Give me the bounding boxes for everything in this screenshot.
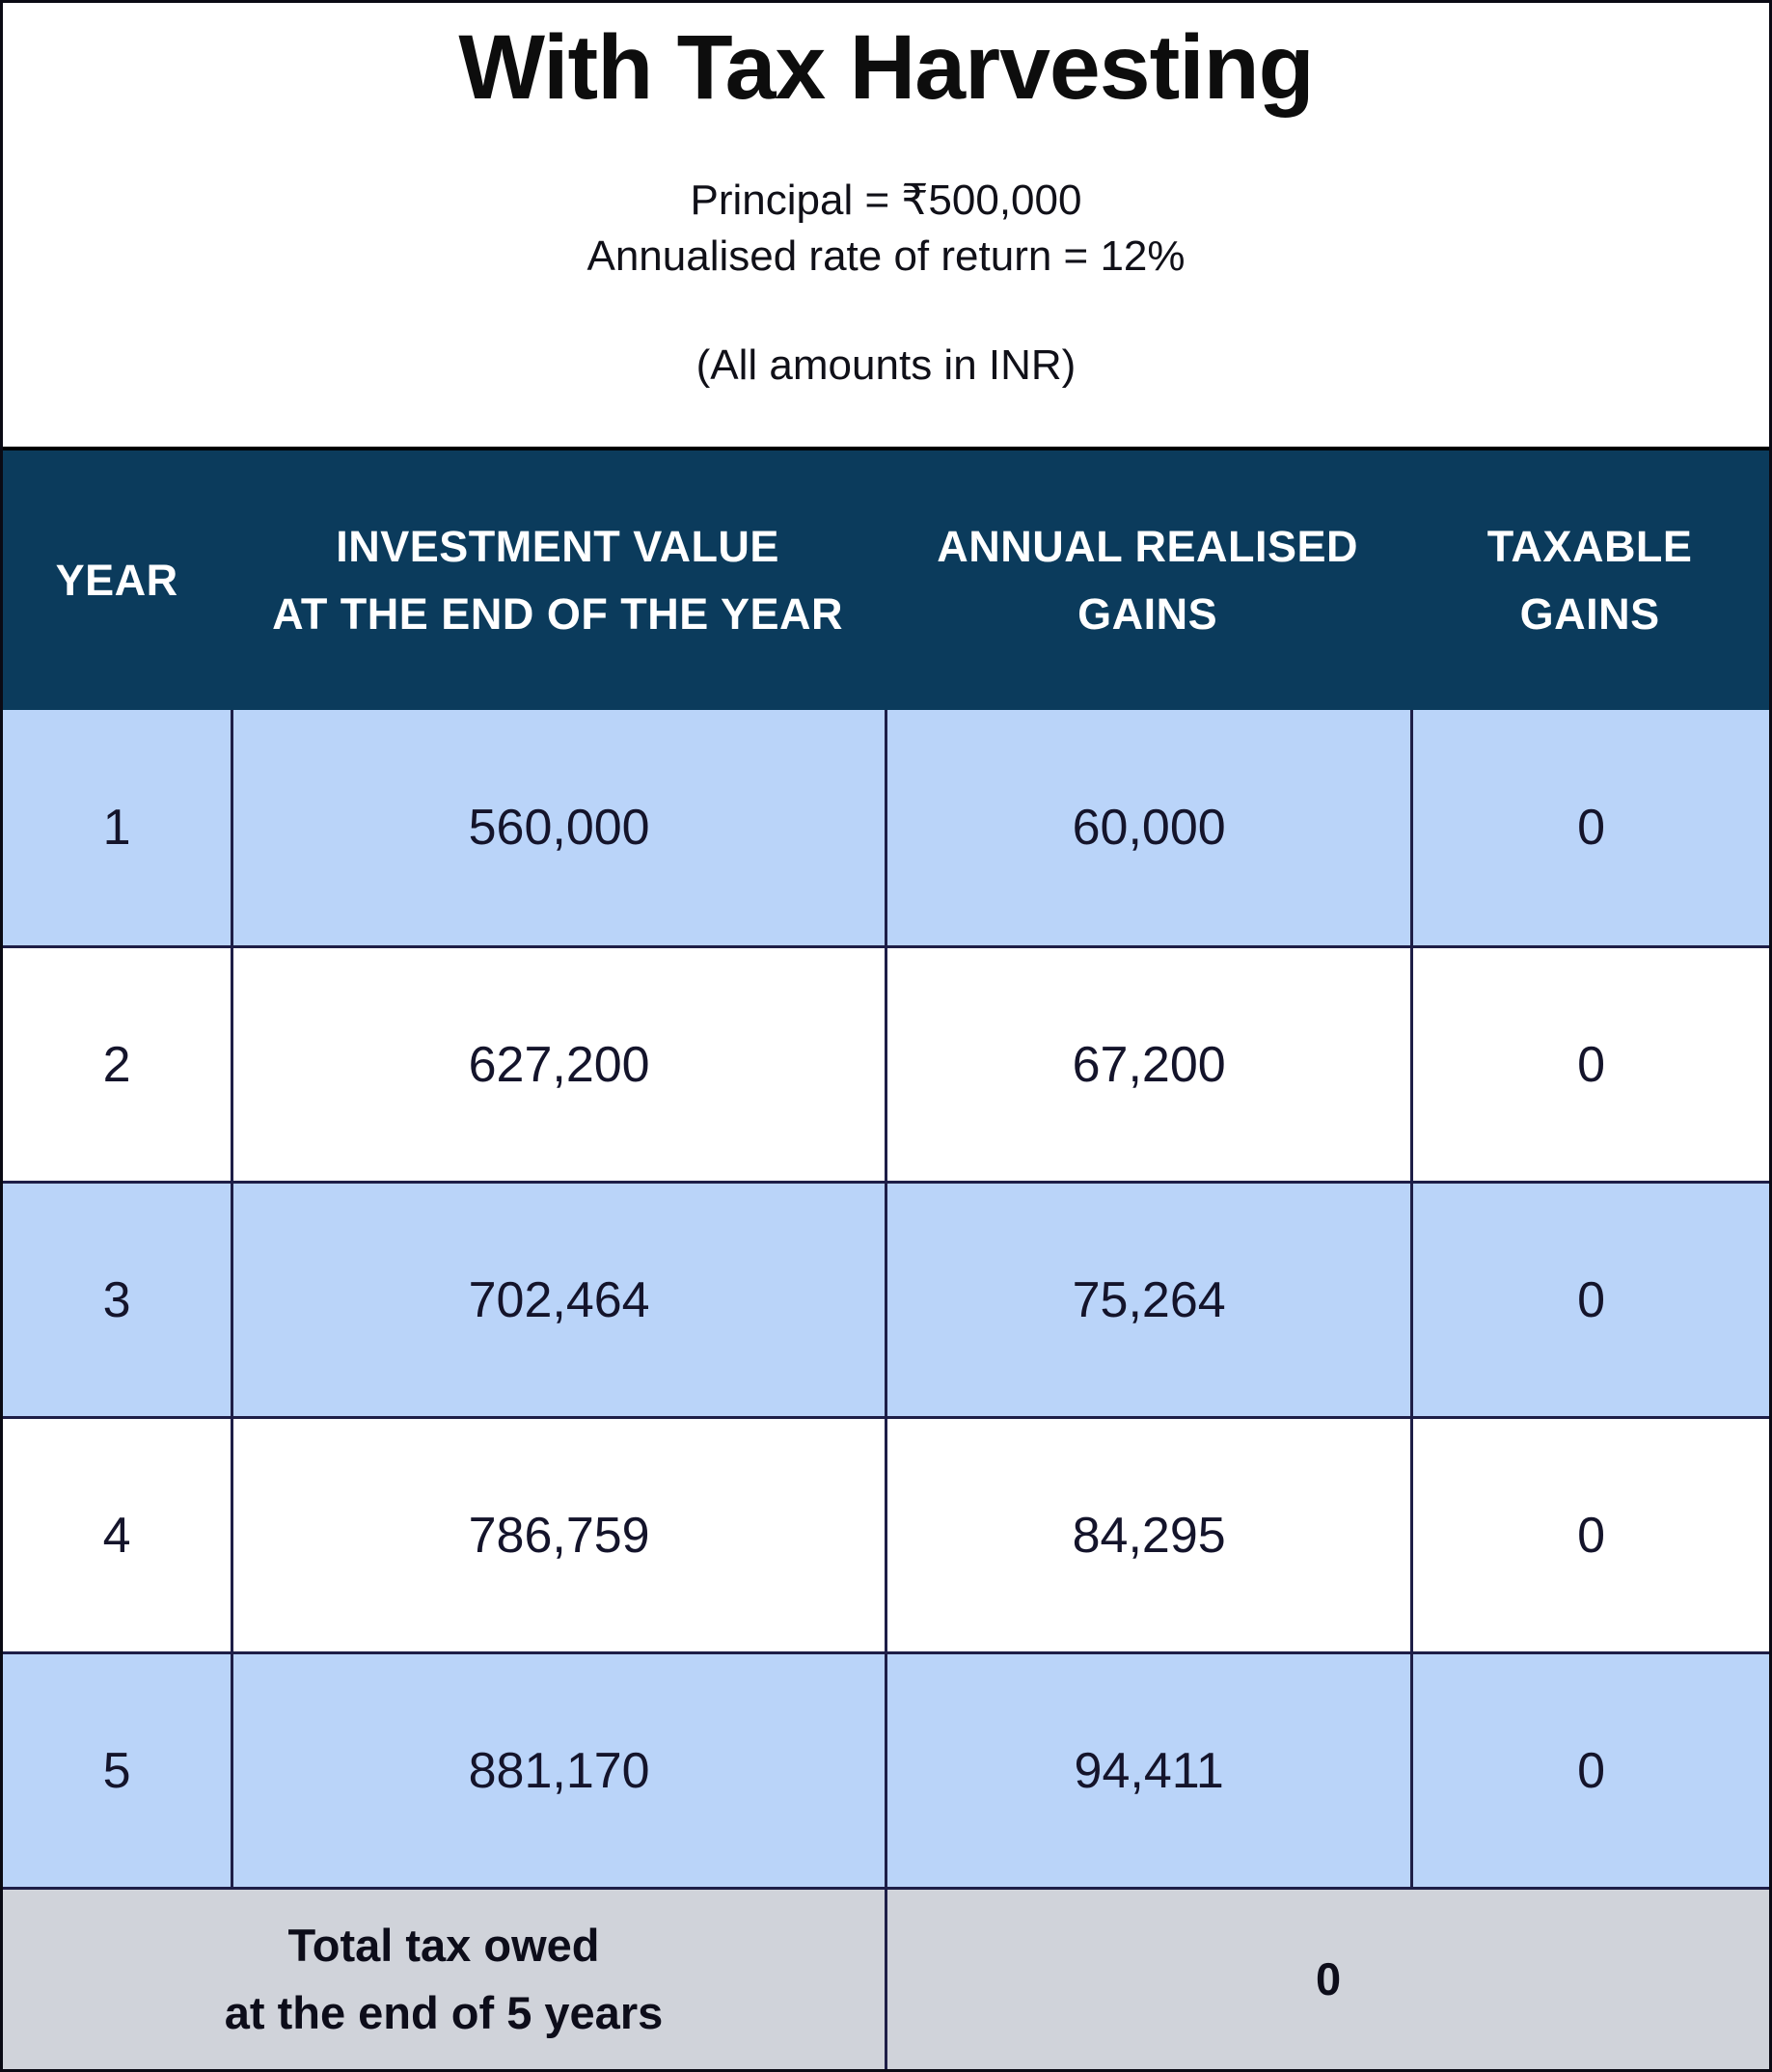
realised-gains-cell: 94,411 — [885, 1654, 1410, 1887]
table-row-year-4: 4 786,759 84,295 0 — [3, 1416, 1769, 1651]
column-header-annual-realised-gains: ANNUAL REALISED GAINS — [937, 521, 1358, 639]
year-cell: 3 — [102, 1271, 131, 1328]
column-header-year: YEAR — [55, 555, 178, 605]
rate-of-return-line: Annualised rate of return = 12% — [586, 232, 1186, 281]
table-header-row: YEAR INVESTMENT VALUE AT THE END OF THE … — [3, 447, 1769, 710]
investment-value-cell: 881,170 — [231, 1654, 885, 1887]
year-cell: 4 — [102, 1507, 131, 1564]
taxable-gains-cell: 0 — [1410, 1184, 1769, 1416]
year-cell: 5 — [102, 1742, 131, 1799]
realised-gains-cell: 84,295 — [885, 1419, 1410, 1651]
realised-gains-cell: 67,200 — [885, 948, 1410, 1181]
year-cell: 2 — [102, 1036, 131, 1093]
taxable-gains-cell: 0 — [1410, 710, 1769, 945]
column-header-investment-value: INVESTMENT VALUE AT THE END OF THE YEAR — [272, 521, 844, 639]
realised-gains-cell: 60,000 — [885, 710, 1410, 945]
total-tax-value: 0 — [885, 1890, 1769, 2069]
investment-value-cell: 627,200 — [231, 948, 885, 1181]
table-row-year-3: 3 702,464 75,264 0 — [3, 1181, 1769, 1416]
table-row-year-5: 5 881,170 94,411 0 — [3, 1651, 1769, 1887]
year-cell: 1 — [102, 800, 131, 856]
total-tax-label: Total tax owed at the end of 5 years — [224, 1919, 664, 2039]
table-row-year-2: 2 627,200 67,200 0 — [3, 945, 1769, 1181]
column-header-taxable-gains: TAXABLE GAINS — [1486, 521, 1693, 639]
taxable-gains-cell: 0 — [1410, 948, 1769, 1181]
currency-note: (All amounts in INR) — [695, 341, 1077, 389]
total-tax-row: Total tax owed at the end of 5 years 0 — [3, 1887, 1769, 2069]
investment-value-cell: 786,759 — [231, 1419, 885, 1651]
taxable-gains-cell: 0 — [1410, 1419, 1769, 1651]
page-title: With Tax Harvesting — [458, 16, 1314, 119]
assumptions-block: Principal = ₹500,000 Annualised rate of … — [3, 173, 1769, 285]
realised-gains-cell: 75,264 — [885, 1184, 1410, 1416]
title-section: With Tax Harvesting Principal = ₹500,000… — [3, 3, 1769, 447]
investment-value-cell: 702,464 — [231, 1184, 885, 1416]
table-row-year-1: 1 560,000 60,000 0 — [3, 710, 1769, 945]
taxable-gains-cell: 0 — [1410, 1654, 1769, 1887]
principal-line: Principal = ₹500,000 — [690, 177, 1082, 225]
investment-value-cell: 560,000 — [231, 710, 885, 945]
